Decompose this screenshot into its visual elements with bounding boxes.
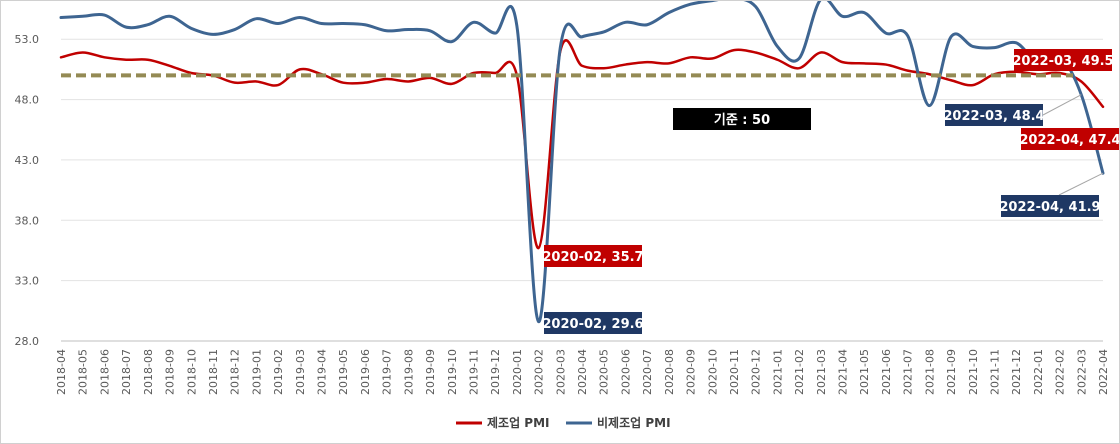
- x-tick-label: 2018-05: [77, 349, 90, 395]
- x-tick-label: 2022-03: [1075, 349, 1088, 395]
- x-tick-label: 2019-10: [446, 349, 459, 395]
- series-lines: [59, 1, 1105, 324]
- data-label-box: [945, 104, 1043, 126]
- x-tick-label: 2019-06: [359, 349, 372, 395]
- x-tick-label: 2018-10: [185, 349, 198, 395]
- x-tick-label: 2019-01: [250, 349, 263, 395]
- x-tick-label: 2018-08: [142, 349, 155, 395]
- data-label: 2022-03, 48.4: [943, 109, 1044, 124]
- data-label-box: [544, 312, 642, 334]
- y-tick-label: 48.0: [15, 94, 40, 107]
- x-tick-label: 2020-01: [511, 349, 524, 395]
- x-tick-label: 2020-12: [750, 349, 763, 395]
- x-tick-label: 2020-03: [554, 349, 567, 395]
- y-tick-label: 38.0: [15, 214, 40, 227]
- series-line-non-manufacturing: [59, 1, 1105, 324]
- data-label-box: [544, 245, 642, 267]
- x-tick-label: 2021-11: [988, 349, 1001, 395]
- x-tick-label: 2021-04: [837, 349, 850, 395]
- x-tick-label: 2018-12: [229, 349, 242, 395]
- data-label-box: [1001, 195, 1099, 217]
- x-tick-label: 2020-10: [706, 349, 719, 395]
- y-tick-label: 53.0: [15, 33, 40, 46]
- x-tick-label: 2019-11: [467, 349, 480, 395]
- x-tick-label: 2021-05: [858, 349, 871, 395]
- x-tick-label: 2018-06: [98, 349, 111, 395]
- x-tick-label: 2019-12: [489, 349, 502, 395]
- x-tick-label: 2022-02: [1054, 349, 1067, 395]
- x-tick-label: 2020-04: [576, 349, 589, 395]
- x-tick-label: 2019-09: [424, 349, 437, 395]
- x-tick-label: 2021-06: [880, 349, 893, 395]
- x-tick-label: 2019-03: [294, 349, 307, 395]
- label-leader-line: [1042, 94, 1082, 116]
- x-tick-label: 2020-08: [663, 349, 676, 395]
- data-label: 2020-02, 35.7: [542, 250, 643, 265]
- x-tick-label: 2021-09: [945, 349, 958, 395]
- data-labels: 2020-02, 35.7 2020-02, 29.6 2022-03, 49.5 2…: [542, 49, 1119, 334]
- data-label-box: [1014, 49, 1112, 71]
- data-label: 2020-02, 29.6: [542, 317, 643, 332]
- x-tick-label: 2020-06: [619, 349, 632, 395]
- legend-label: 제조업 PMI: [487, 416, 550, 430]
- reference-label-box: [673, 108, 811, 130]
- y-tick-label: 33.0: [15, 275, 40, 288]
- x-tick-label: 2020-11: [728, 349, 741, 395]
- x-tick-label: 2022-04: [1097, 349, 1110, 395]
- y-tick-label: 28.0: [15, 335, 40, 348]
- x-axis-ticks: 2018-04 2018-05 2018-06 2018-07 2018-08 2018-…: [55, 349, 1110, 395]
- reference-label: 기준 : 50: [714, 113, 770, 128]
- x-tick-label: 2018-11: [207, 349, 220, 395]
- legend-label: 비제조업 PMI: [597, 415, 671, 430]
- x-tick-label: 2020-09: [685, 349, 698, 395]
- x-tick-label: 2021-12: [1010, 349, 1023, 395]
- x-tick-label: 2019-05: [337, 349, 350, 395]
- label-leader-line: [1058, 172, 1104, 196]
- x-tick-label: 2019-04: [316, 349, 329, 395]
- data-label: 2022-04, 41.9: [999, 200, 1100, 215]
- x-tick-label: 2020-05: [598, 349, 611, 395]
- series-line-manufacturing: [59, 39, 1105, 250]
- x-tick-label: 2018-09: [164, 349, 177, 395]
- x-tick-label: 2019-08: [402, 349, 415, 395]
- x-tick-label: 2021-10: [967, 349, 980, 395]
- x-tick-label: 2019-07: [381, 349, 394, 395]
- data-label: 2022-04, 47.4: [1019, 133, 1119, 148]
- y-tick-label: 43.0: [15, 154, 40, 167]
- x-tick-label: 2021-07: [902, 349, 915, 395]
- x-tick-label: 2021-02: [793, 349, 806, 395]
- x-tick-label: 2022-01: [1032, 349, 1045, 395]
- reference-line: 기준 : 50: [61, 73, 1073, 130]
- x-tick-label: 2021-08: [923, 349, 936, 395]
- x-tick-label: 2020-07: [641, 349, 654, 395]
- y-axis-ticks: 28.0 33.0 38.0 43.0 48.0 53.0: [15, 33, 40, 348]
- data-label-box: [1021, 128, 1119, 150]
- x-tick-label: 2021-03: [815, 349, 828, 395]
- grid-lines: [61, 38, 1103, 342]
- data-label: 2022-03, 49.5: [1012, 54, 1113, 69]
- x-tick-label: 2020-02: [533, 349, 546, 395]
- x-tick-label: 2018-07: [120, 349, 133, 395]
- x-tick-label: 2019-02: [272, 349, 285, 395]
- legend: 제조업 PMI 비제조업 PMI: [456, 415, 671, 430]
- x-tick-label: 2018-04: [55, 349, 68, 395]
- x-tick-label: 2021-01: [771, 349, 784, 395]
